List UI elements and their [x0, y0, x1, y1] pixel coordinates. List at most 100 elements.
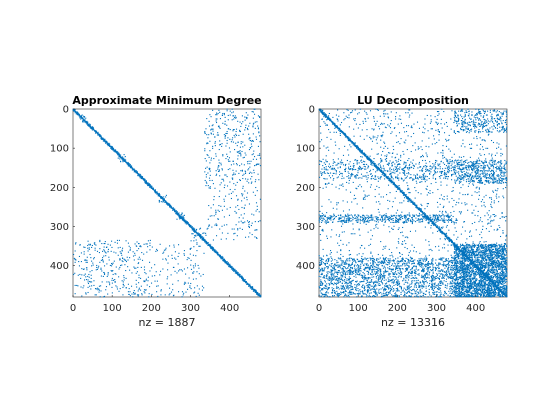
- nonzero-marker: [175, 258, 177, 260]
- nonzero-marker: [481, 266, 483, 268]
- nonzero-marker: [505, 281, 507, 283]
- nonzero-marker: [249, 163, 251, 165]
- nonzero-marker: [248, 182, 250, 184]
- nonzero-marker: [462, 276, 464, 278]
- nonzero-marker: [241, 193, 243, 195]
- nonzero-marker: [456, 271, 458, 274]
- nonzero-marker: [471, 248, 473, 250]
- nonzero-marker: [396, 185, 398, 187]
- nonzero-marker: [137, 295, 139, 297]
- nonzero-marker: [190, 288, 192, 290]
- nonzero-marker: [144, 280, 146, 283]
- nonzero-marker: [479, 292, 481, 294]
- nonzero-marker: [133, 289, 135, 292]
- nonzero-marker: [136, 170, 138, 173]
- nonzero-marker: [488, 262, 490, 264]
- nonzero-marker: [80, 286, 82, 288]
- nonzero-marker: [495, 250, 497, 252]
- nonzero-marker: [185, 282, 187, 284]
- nonzero-marker: [122, 294, 124, 296]
- nonzero-marker: [465, 268, 467, 270]
- nonzero-marker: [228, 160, 230, 162]
- nonzero-marker: [505, 250, 507, 252]
- nonzero-marker: [490, 286, 493, 288]
- nonzero-marker: [492, 261, 494, 263]
- nonzero-marker: [487, 258, 489, 260]
- nonzero-marker: [113, 251, 115, 253]
- nonzero-marker: [259, 141, 261, 143]
- nonzero-marker: [172, 283, 174, 285]
- nonzero-marker: [97, 132, 99, 134]
- nonzero-marker: [205, 185, 207, 187]
- nonzero-marker: [490, 292, 493, 294]
- nonzero-marker: [196, 228, 198, 230]
- nonzero-marker: [123, 154, 125, 156]
- nonzero-marker: [424, 213, 426, 215]
- nonzero-marker: [487, 283, 489, 285]
- nonzero-marker: [256, 163, 258, 165]
- nonzero-marker: [502, 253, 504, 256]
- nonzero-marker: [478, 262, 480, 264]
- nonzero-marker: [127, 251, 129, 253]
- nonzero-marker: [95, 288, 97, 290]
- nonzero-marker: [497, 253, 499, 255]
- nonzero-marker: [501, 247, 504, 249]
- nonzero-marker: [218, 109, 220, 111]
- nonzero-marker: [127, 291, 129, 293]
- nonzero-marker: [473, 289, 475, 291]
- nonzero-marker: [498, 257, 500, 259]
- nonzero-marker: [137, 290, 139, 292]
- nonzero-marker: [470, 261, 472, 263]
- nonzero-marker: [474, 273, 477, 275]
- nonzero-marker: [344, 136, 346, 138]
- nonzero-marker: [497, 291, 499, 294]
- nonzero-marker: [406, 197, 408, 200]
- nonzero-marker: [85, 117, 87, 119]
- nonzero-marker: [352, 144, 354, 146]
- nonzero-marker: [113, 260, 115, 262]
- nonzero-marker: [116, 286, 118, 288]
- nonzero-marker: [253, 150, 255, 152]
- nonzero-marker: [201, 239, 203, 241]
- nonzero-marker: [115, 285, 117, 287]
- nonzero-marker: [259, 154, 261, 156]
- nonzero-marker: [505, 288, 507, 290]
- nonzero-marker: [78, 261, 80, 263]
- nonzero-marker: [448, 237, 450, 239]
- nonzero-marker: [467, 261, 469, 263]
- nonzero-marker: [468, 274, 470, 276]
- nonzero-marker: [478, 288, 480, 290]
- nonzero-marker: [195, 278, 197, 280]
- nonzero-marker: [145, 243, 147, 245]
- nonzero-marker: [162, 252, 164, 254]
- nonzero-marker: [502, 261, 504, 263]
- nonzero-marker: [223, 216, 225, 218]
- nonzero-marker: [506, 274, 508, 276]
- nonzero-marker: [472, 267, 474, 269]
- nonzero-marker: [466, 286, 468, 288]
- nonzero-marker: [235, 195, 238, 197]
- nonzero-marker: [210, 133, 212, 135]
- nonzero-marker: [498, 244, 500, 246]
- nonzero-marker: [111, 265, 113, 267]
- nonzero-marker: [122, 281, 124, 283]
- nonzero-marker: [501, 245, 503, 247]
- nonzero-marker: [467, 269, 469, 271]
- nonzero-marker: [224, 123, 226, 125]
- nonzero-marker: [253, 156, 256, 158]
- nonzero-marker: [112, 279, 115, 281]
- nonzero-marker: [503, 280, 505, 282]
- nonzero-marker: [499, 286, 501, 288]
- nonzero-marker: [501, 282, 504, 284]
- nonzero-marker: [412, 200, 414, 202]
- nonzero-marker: [496, 246, 498, 248]
- nonzero-marker: [465, 290, 467, 292]
- nonzero-marker: [134, 267, 136, 269]
- nonzero-marker: [121, 249, 123, 251]
- nonzero-marker: [465, 268, 467, 270]
- nonzero-marker: [219, 144, 221, 146]
- nonzero-marker: [222, 154, 224, 156]
- nonzero-marker: [493, 252, 495, 254]
- nonzero-marker: [405, 197, 408, 199]
